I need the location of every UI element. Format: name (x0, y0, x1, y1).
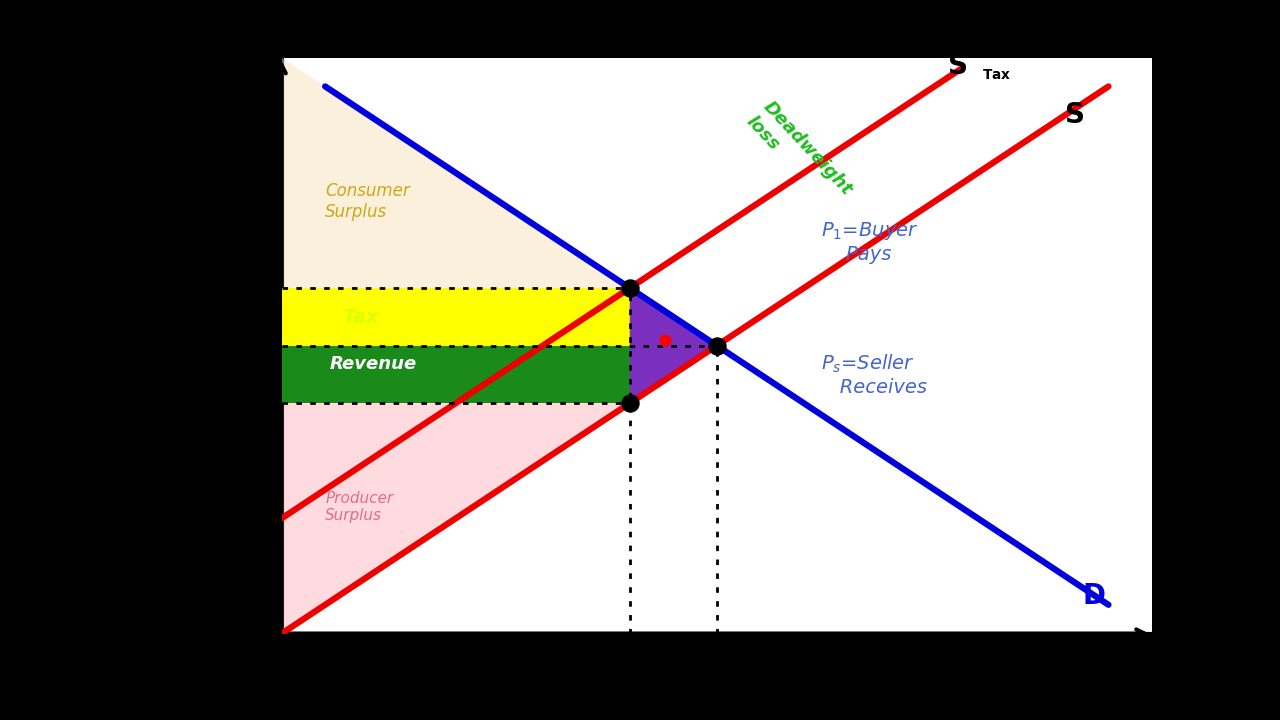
Text: $\mathbf{S}$: $\mathbf{S}$ (947, 53, 968, 80)
Polygon shape (630, 288, 717, 403)
Text: S: S (1065, 102, 1085, 129)
Point (707, 340, 727, 351)
Text: Quantity: Quantity (643, 674, 791, 703)
Text: $P_1$=Buyer
    Pays: $P_1$=Buyer Pays (822, 220, 919, 264)
Text: Producer
Surplus: Producer Surplus (325, 491, 393, 523)
Polygon shape (282, 403, 630, 634)
Text: $\mathbf{_{Tax}}$: $\mathbf{_{Tax}}$ (982, 63, 1011, 81)
Text: Consumer
Surplus: Consumer Surplus (325, 182, 410, 221)
Y-axis label: Price ($): Price ($) (237, 279, 265, 413)
Text: Deadweight
loss: Deadweight loss (742, 97, 855, 214)
Text: $Q$: $Q$ (708, 654, 726, 676)
Text: Revenue: Revenue (329, 355, 417, 373)
Point (620, 282, 640, 294)
Text: $P_s$=Seller
   Receives: $P_s$=Seller Receives (822, 352, 927, 397)
Text: $P_s$: $P_s$ (239, 392, 262, 415)
Polygon shape (282, 288, 630, 346)
Point (620, 397, 640, 409)
Point (654, 334, 675, 346)
Text: $Q_1$: $Q_1$ (616, 654, 644, 677)
Text: D: D (1083, 582, 1106, 610)
Text: $P_1$: $P_1$ (239, 276, 262, 300)
Text: Tax: Tax (343, 307, 379, 327)
Polygon shape (282, 58, 630, 288)
Polygon shape (282, 346, 630, 403)
Text: $P$: $P$ (243, 336, 259, 356)
